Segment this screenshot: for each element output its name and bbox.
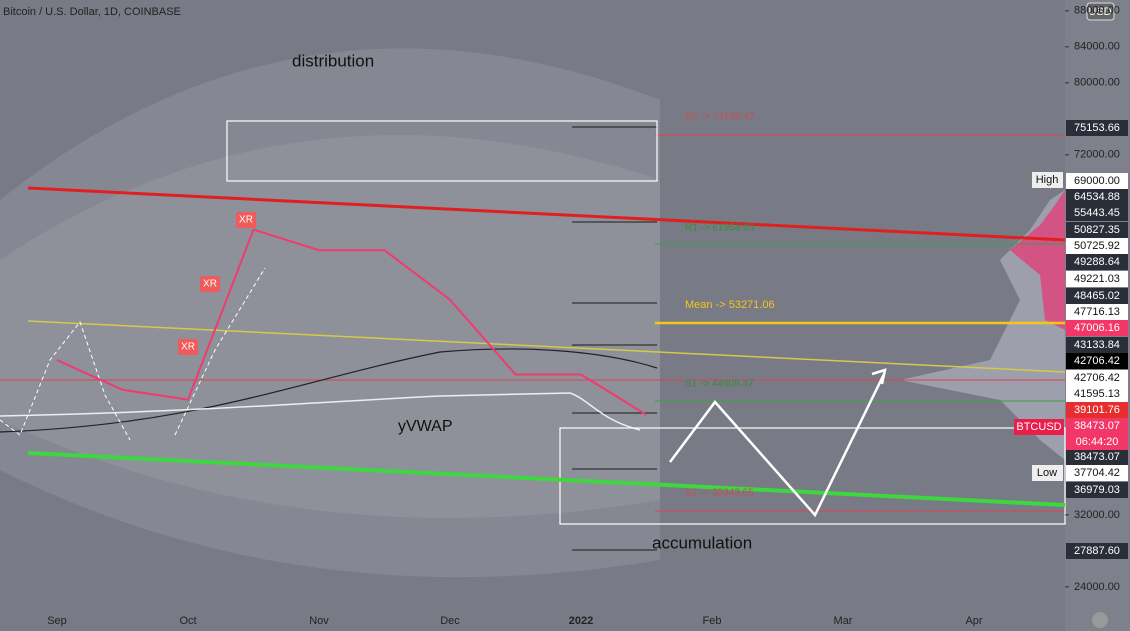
- price-label-box: [1066, 271, 1128, 287]
- x-tick-label: Sep: [47, 615, 67, 627]
- price-label-box: [1066, 337, 1128, 353]
- price-label-box: [1066, 254, 1128, 270]
- low-label: Low: [1037, 467, 1057, 479]
- symbol-box: [1014, 419, 1064, 435]
- support-line: [27, 451, 1066, 507]
- price-label-box: [1066, 238, 1128, 254]
- x-tick-label: Feb: [703, 615, 722, 627]
- price-line: [56, 228, 648, 416]
- price-label-box: [1066, 402, 1128, 418]
- price-label: 43133.84: [1074, 339, 1120, 351]
- xr-label: XR: [239, 215, 253, 226]
- price-label: 75153.66: [1074, 122, 1120, 134]
- accumulation-box: [559, 427, 1066, 525]
- low-box: [1032, 465, 1063, 481]
- xr-box: [178, 339, 198, 355]
- price-label: 39101.76: [1074, 404, 1120, 416]
- volume-profile: [1010, 190, 1065, 330]
- y-tick-label: 32000.00: [1074, 509, 1120, 521]
- xr-box: [236, 212, 256, 228]
- price-label: 55443.45: [1074, 207, 1120, 219]
- price-label-box: [1066, 386, 1128, 402]
- price-label: 50827.35: [1074, 224, 1120, 236]
- price-label: 47006.16: [1074, 322, 1120, 334]
- price-label: 50725.92: [1074, 240, 1120, 252]
- price-label: 69000.00: [1074, 175, 1120, 187]
- pivot-label: R1 -> 61958.03: [685, 223, 755, 234]
- price-label: 37704.42: [1074, 467, 1120, 479]
- xr-label: XR: [203, 279, 217, 290]
- price-label: 49288.64: [1074, 256, 1120, 268]
- xr-label: XR: [181, 342, 195, 353]
- pivot-label: S2 -> 32343.65: [685, 488, 754, 499]
- y-tick-label: 80000.00: [1074, 77, 1120, 89]
- currency: USD: [1088, 6, 1111, 18]
- price-label-box: [1066, 320, 1128, 336]
- price-label: 42706.42: [1074, 372, 1120, 384]
- vwap-line: [0, 392, 641, 431]
- price-label-box: [1066, 304, 1128, 320]
- price-label-box: [1066, 370, 1128, 386]
- price-label: 41595.13: [1074, 388, 1120, 400]
- price-label: 38473.07: [1074, 451, 1120, 463]
- price-label-box: [1066, 222, 1128, 238]
- price-label: 49221.03: [1074, 273, 1120, 285]
- price-label-box: [1066, 482, 1128, 498]
- price-label: 48465.02: [1074, 290, 1120, 302]
- price-label-box: [1066, 543, 1128, 559]
- x-tick-label: Oct: [179, 615, 196, 627]
- price-label: 47716.13: [1074, 306, 1120, 318]
- ma-line: [0, 348, 658, 433]
- pivot-label: S1 -> 44605.47: [685, 379, 754, 390]
- distribution-box: [226, 120, 658, 182]
- pivot-label: R2 -> 74108.47: [685, 112, 755, 123]
- annotation: accumulation: [652, 533, 752, 552]
- price-label: 38473.07: [1074, 420, 1120, 432]
- price-label: 36979.03: [1074, 484, 1120, 496]
- settings-button[interactable]: [1092, 612, 1108, 628]
- price-label-box: [1066, 449, 1128, 465]
- price-label-box: [1066, 189, 1128, 205]
- y-tick-label: 72000.00: [1074, 149, 1120, 161]
- price-label-box: [1066, 418, 1128, 434]
- price-label: 64534.88: [1074, 191, 1120, 203]
- price-label-box: [1066, 205, 1128, 221]
- price-label: 42706.42: [1074, 355, 1120, 367]
- xr-box: [200, 276, 220, 292]
- price-label-box: [1066, 465, 1128, 481]
- x-tick-label: Nov: [309, 615, 329, 627]
- countdown-box: [1066, 434, 1128, 450]
- x-tick-label: Mar: [834, 615, 853, 627]
- price-label-box: [1066, 120, 1128, 136]
- path-hint: [0, 267, 266, 441]
- price-label-box: [1066, 353, 1128, 369]
- xr-badges: XR XR XR: [178, 212, 256, 355]
- projection: [669, 368, 887, 518]
- x-tick-label: 2022: [569, 615, 593, 627]
- price-label: 27887.60: [1074, 545, 1120, 557]
- x-tick-label: Dec: [440, 615, 460, 627]
- band: [0, 135, 660, 518]
- y-tick-label: 88000.00: [1074, 5, 1120, 17]
- x-tick-label: Apr: [965, 615, 982, 627]
- pivot-label: Mean -> 53271.06: [685, 299, 775, 311]
- annotation: yVWAP: [398, 418, 453, 435]
- y-tick-label: 84000.00: [1074, 41, 1120, 53]
- countdown: 06:44:20: [1076, 436, 1119, 448]
- currency-box: [1086, 2, 1115, 21]
- resistance-line: [27, 186, 1066, 242]
- trend-line: [27, 320, 1066, 373]
- high-label: High: [1036, 174, 1059, 186]
- y-tick-label: 24000.00: [1074, 581, 1120, 593]
- chart-title: Bitcoin / U.S. Dollar, 1D, COINBASE: [3, 6, 181, 18]
- price-label-box: [1066, 288, 1128, 304]
- symbol-label: BTCUSD: [1016, 421, 1061, 433]
- annotation: distribution: [292, 51, 374, 70]
- high-box: [1032, 172, 1063, 188]
- price-label-box: [1066, 173, 1128, 189]
